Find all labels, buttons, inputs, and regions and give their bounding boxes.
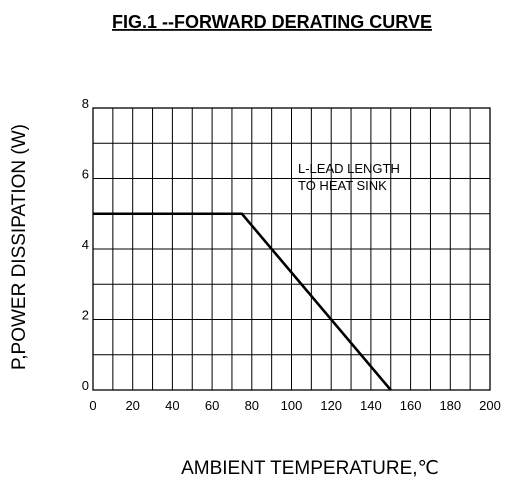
derating-curve-line xyxy=(93,212,392,391)
series-layer xyxy=(93,212,392,391)
annotation-line-1: L-LEAD LENGTH xyxy=(298,161,400,176)
x-tick-label: 160 xyxy=(400,398,422,413)
chart-title: FIG.1 --FORWARD DERATING CURVE xyxy=(112,12,432,32)
x-tick-label: 20 xyxy=(125,398,139,413)
y-tick-label: 8 xyxy=(82,96,89,111)
y-axis-label: P,POWER DISSIPATION (W) xyxy=(9,124,30,370)
x-tick-label: 40 xyxy=(165,398,179,413)
y-tick-label: 4 xyxy=(82,237,89,252)
y-tick-labels: 0 2 4 6 8 xyxy=(82,96,89,393)
x-tick-label: 200 xyxy=(479,398,501,413)
x-tick-labels: 0 20 40 60 80 100 120 140 160 180 200 xyxy=(89,398,500,413)
annotation-line-2: TO HEAT SINK xyxy=(298,178,387,193)
x-tick-label: 60 xyxy=(205,398,219,413)
plot-grid xyxy=(92,108,490,391)
x-tick-label: 80 xyxy=(245,398,259,413)
x-tick-label: 100 xyxy=(281,398,303,413)
x-tick-label: 140 xyxy=(360,398,382,413)
x-tick-label: 180 xyxy=(439,398,461,413)
y-tick-label: 6 xyxy=(82,167,89,182)
y-tick-label: 0 xyxy=(82,378,89,393)
x-tick-label: 0 xyxy=(89,398,96,413)
x-tick-label: 120 xyxy=(320,398,342,413)
x-axis-label: AMBIENT TEMPERATURE,℃ xyxy=(181,458,439,479)
plot-frame xyxy=(92,107,491,391)
y-tick-label: 2 xyxy=(82,308,89,323)
